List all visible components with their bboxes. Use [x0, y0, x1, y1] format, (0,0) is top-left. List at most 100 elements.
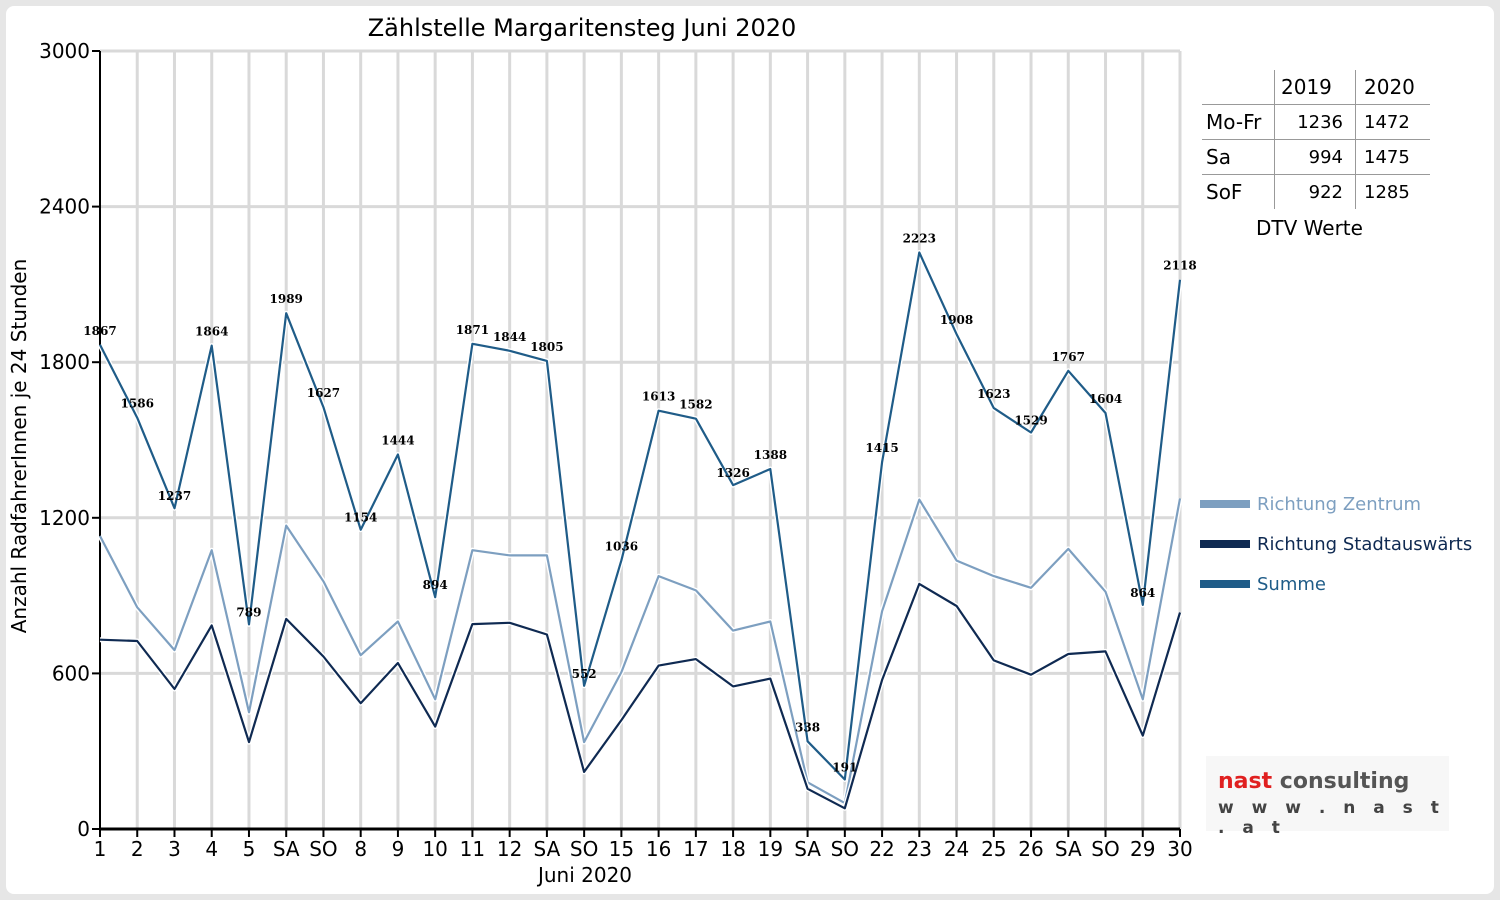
data-label: 191 [832, 760, 857, 774]
data-label: 1415 [865, 441, 898, 455]
data-label: 1326 [716, 466, 749, 480]
chart-title: Zählstelle Margaritensteg Juni 2020 [368, 14, 797, 42]
company-logo: nast consulting w w w . n a s t . a t [1206, 756, 1449, 838]
y-tick-label: 2400 [39, 195, 90, 219]
series-line-2 [99, 251, 1182, 781]
x-tick-label: SA [794, 837, 821, 861]
logo-wordmark: nast consulting [1218, 769, 1409, 794]
data-label: 1627 [307, 386, 340, 400]
dtv-value-2019: 922 [1274, 174, 1356, 209]
legend-label: Richtung Zentrum [1257, 494, 1421, 515]
x-tick-label: SA [273, 837, 300, 861]
data-label: 1623 [977, 387, 1010, 401]
x-tick-label: 10 [422, 837, 447, 861]
dtv-value-2020: 1472 [1355, 104, 1430, 140]
y-tick-label: 1200 [39, 506, 90, 530]
x-tick-label: SO [570, 837, 598, 861]
dtv-header-2020: 2020 [1355, 70, 1430, 105]
x-tick-label: 15 [609, 837, 634, 861]
dtv-row-sa: Sa 994 1475 [1202, 139, 1430, 175]
dtv-value-2019: 994 [1274, 139, 1356, 175]
x-tick-label: 16 [646, 837, 671, 861]
series-line-1 [99, 582, 1182, 810]
x-tick-label: 30 [1167, 837, 1192, 861]
x-tick-label: 11 [460, 837, 485, 861]
legend-swatch [1200, 540, 1250, 548]
logo-name-part-b: consulting [1272, 769, 1410, 794]
series-line-0 [99, 498, 1182, 805]
dtv-row-mofr: Mo-Fr 1236 1472 [1202, 104, 1430, 140]
legend-label: Summe [1257, 574, 1326, 595]
data-label: 1604 [1089, 392, 1122, 406]
dtv-header-empty [1202, 70, 1275, 105]
data-label: 1582 [679, 398, 712, 412]
dtv-value-2019: 1236 [1274, 104, 1356, 140]
legend-label: Richtung Stadtauswärts [1257, 534, 1472, 555]
legend-swatch [1200, 580, 1250, 588]
x-tick-label: 18 [720, 837, 745, 861]
data-label: 1864 [195, 325, 228, 339]
x-tick-label: 9 [392, 837, 405, 861]
y-axis-label: Anzahl RadfahrerInnen je 24 Stunden [7, 259, 31, 634]
data-label: 1036 [605, 539, 638, 553]
dtv-row-label: Mo-Fr [1202, 104, 1275, 140]
y-tick-label: 3000 [39, 39, 90, 63]
x-tick-label: 5 [243, 837, 256, 861]
data-label: 789 [236, 605, 261, 619]
data-label: 1867 [83, 324, 116, 338]
data-label: 338 [795, 720, 820, 734]
data-label: 1388 [754, 448, 787, 462]
dtv-table: 2019 2020 Mo-Fr 1236 1472 Sa 994 1475 So… [1202, 70, 1430, 209]
series-lines [97, 250, 1183, 811]
legend-swatch [1200, 500, 1250, 508]
data-label: 552 [572, 667, 597, 681]
dtv-row-label: Sa [1202, 139, 1275, 175]
x-tick-label: 12 [497, 837, 522, 861]
x-tick-label: 25 [981, 837, 1006, 861]
x-tick-label: 23 [907, 837, 932, 861]
data-label: 1444 [381, 434, 414, 448]
x-tick-label: 22 [869, 837, 894, 861]
data-label: 1586 [121, 397, 154, 411]
line-chart: Zählstelle Margaritensteg Juni 2020 0 600… [7, 14, 1472, 887]
logo-name-part-a: nast [1218, 769, 1273, 794]
x-tick-label: 29 [1130, 837, 1155, 861]
data-label: 2223 [903, 232, 936, 246]
chart-frame: Zählstelle Margaritensteg Juni 2020 0 600… [6, 6, 1494, 894]
gridlines [100, 49, 1182, 829]
data-labels: 1867 1586 1237 1864 789 1989 1627 1154 1444 894 18… [83, 232, 1196, 775]
data-label: 1805 [530, 340, 563, 354]
x-tick-label: 17 [683, 837, 708, 861]
data-label: 894 [423, 578, 448, 592]
x-tick-label: SA [1055, 837, 1082, 861]
x-tick-label: SA [534, 837, 561, 861]
data-label: 1767 [1052, 350, 1085, 364]
x-tick-label: 19 [758, 837, 783, 861]
x-axis-label: Juni 2020 [536, 863, 632, 887]
x-tick-label: 3 [168, 837, 181, 861]
data-label: 1844 [493, 330, 526, 344]
x-tick-label: 24 [944, 837, 969, 861]
x-tick-label: SO [1091, 837, 1119, 861]
data-label: 1154 [344, 511, 377, 525]
y-tick-label: 0 [77, 817, 90, 841]
x-tick-label: SO [309, 837, 337, 861]
data-label: 864 [1130, 586, 1155, 600]
data-label: 1529 [1014, 413, 1047, 427]
x-tick-label: 2 [131, 837, 144, 861]
data-label: 2118 [1163, 259, 1196, 273]
dtv-value-2020: 1285 [1355, 174, 1430, 209]
x-tick-label: 26 [1018, 837, 1043, 861]
dtv-caption: DTV Werte [1256, 216, 1363, 240]
x-tick-label: 1 [94, 837, 107, 861]
data-label: 1613 [642, 390, 675, 404]
dtv-row-label: SoF [1202, 174, 1275, 209]
dtv-value-2020: 1475 [1355, 139, 1430, 175]
data-label: 1237 [158, 489, 191, 503]
y-tick-label: 1800 [39, 350, 90, 374]
data-label: 1908 [940, 313, 973, 327]
dtv-row-sof: SoF 922 1285 [1202, 174, 1430, 209]
data-label: 1871 [456, 323, 489, 337]
dtv-header-2019: 2019 [1274, 70, 1356, 105]
